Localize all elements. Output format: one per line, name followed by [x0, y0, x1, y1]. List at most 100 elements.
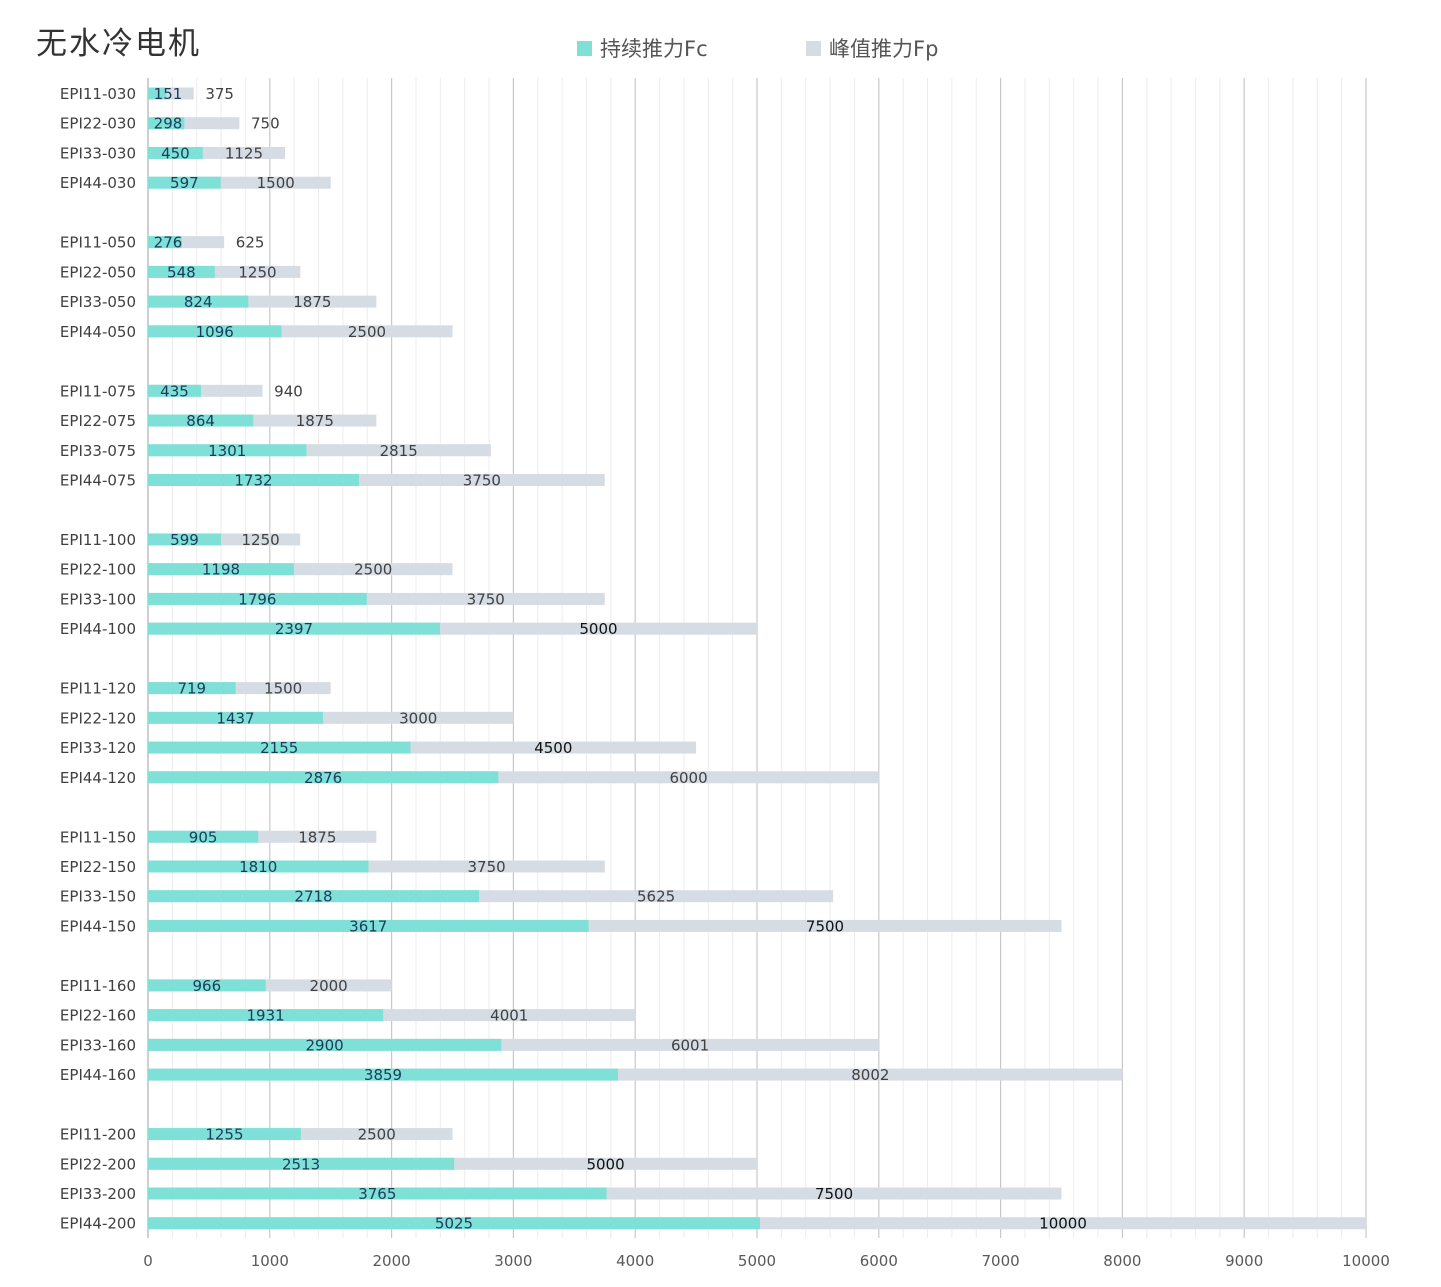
- data-label-continuous: 1810: [239, 858, 277, 876]
- category-label: EPI33-100: [60, 590, 136, 608]
- x-tick-label: 6000: [860, 1252, 898, 1270]
- data-label-continuous: 2718: [294, 888, 332, 906]
- category-label: EPI22-200: [60, 1155, 136, 1173]
- bar-continuous: [148, 682, 236, 695]
- data-label-peak: 2000: [310, 977, 348, 995]
- data-label-continuous: 1301: [208, 442, 246, 460]
- legend-swatch-continuous: [577, 40, 592, 56]
- category-label: EPI44-100: [60, 620, 136, 638]
- data-label-peak: 625: [236, 234, 265, 252]
- data-label-continuous: 1198: [202, 561, 240, 579]
- bar-continuous: [148, 830, 259, 843]
- category-label: EPI33-075: [60, 442, 136, 460]
- data-label-peak: 4001: [490, 1007, 528, 1025]
- data-label-continuous: 2155: [260, 739, 298, 757]
- bar-continuous: [148, 711, 324, 724]
- bar-continuous: [148, 592, 367, 605]
- data-label-continuous: 824: [184, 293, 213, 311]
- data-label-peak: 1875: [296, 412, 334, 430]
- category-label: EPI33-160: [60, 1036, 136, 1054]
- category-label: EPI33-120: [60, 739, 136, 757]
- data-label-peak: 2500: [348, 323, 386, 341]
- data-label-continuous: 1255: [205, 1126, 243, 1144]
- data-label-continuous: 2900: [306, 1036, 344, 1054]
- data-label-peak: 6000: [669, 769, 707, 787]
- x-tick-label: 9000: [1225, 1252, 1263, 1270]
- category-label: EPI44-160: [60, 1066, 136, 1084]
- data-label-continuous: 599: [170, 531, 199, 549]
- bar-continuous: [148, 473, 359, 486]
- x-tick-label: 2000: [373, 1252, 411, 1270]
- x-tick-label: 1000: [251, 1252, 289, 1270]
- bar-continuous: [148, 146, 203, 159]
- data-label-continuous: 2397: [275, 620, 313, 638]
- legend-label-continuous: 持续推力Fc: [600, 37, 708, 61]
- data-label-continuous: 864: [186, 412, 215, 430]
- category-label: EPI44-050: [60, 323, 136, 341]
- category-label: EPI33-030: [60, 144, 136, 162]
- category-label: EPI11-200: [60, 1126, 136, 1144]
- data-label-peak: 1875: [293, 293, 331, 311]
- bar-continuous: [148, 741, 411, 754]
- data-label-continuous: 151: [154, 85, 183, 103]
- bar-continuous: [148, 117, 185, 130]
- bar-continuous: [148, 563, 294, 576]
- data-label-peak: 4500: [534, 739, 572, 757]
- bar-continuous: [148, 87, 167, 100]
- data-label-peak: 8002: [851, 1066, 889, 1084]
- x-tick-label: 5000: [738, 1252, 776, 1270]
- data-label-peak: 7500: [815, 1185, 853, 1203]
- data-label-peak: 3750: [467, 590, 505, 608]
- category-label: EPI44-150: [60, 917, 136, 935]
- category-label: EPI11-150: [60, 828, 136, 846]
- bar-continuous: [148, 444, 307, 457]
- data-label-peak: 375: [205, 85, 234, 103]
- data-label-peak: 1250: [242, 531, 280, 549]
- category-label: EPI11-030: [60, 85, 136, 103]
- data-label-peak: 5000: [586, 1155, 624, 1173]
- category-label: EPI33-200: [60, 1185, 136, 1203]
- data-label-continuous: 276: [154, 234, 183, 252]
- category-label: EPI11-100: [60, 531, 136, 549]
- bar-continuous: [148, 295, 249, 308]
- bar-continuous: [148, 236, 182, 249]
- data-label-peak: 1125: [225, 144, 263, 162]
- data-label-continuous: 2876: [304, 769, 342, 787]
- data-label-peak: 6001: [671, 1036, 709, 1054]
- data-label-continuous: 450: [161, 144, 190, 162]
- category-label: EPI11-075: [60, 382, 136, 400]
- bar-continuous: [148, 533, 221, 546]
- category-label: EPI22-120: [60, 709, 136, 727]
- category-label: EPI44-075: [60, 471, 136, 489]
- data-label-continuous: 966: [193, 977, 222, 995]
- category-label: EPI44-030: [60, 174, 136, 192]
- data-label-peak: 1500: [257, 174, 295, 192]
- legend-label-peak: 峰值推力Fp: [829, 37, 939, 61]
- bar-continuous: [148, 890, 480, 903]
- chart-title: 无水冷电机: [36, 26, 201, 62]
- data-label-peak: 750: [251, 115, 280, 133]
- category-label: EPI44-120: [60, 769, 136, 787]
- data-label-continuous: 298: [154, 115, 183, 133]
- category-label: EPI22-075: [60, 412, 136, 430]
- bar-continuous: [148, 1157, 455, 1170]
- data-label-peak: 3750: [463, 471, 501, 489]
- data-label-continuous: 3859: [364, 1066, 402, 1084]
- data-label-continuous: 905: [189, 828, 218, 846]
- bar-continuous: [148, 325, 282, 338]
- bar-continuous: [148, 1009, 384, 1022]
- data-label-peak: 5000: [579, 620, 617, 638]
- bar-continuous: [148, 1217, 761, 1230]
- bar-continuous: [148, 1187, 607, 1200]
- category-label: EPI33-150: [60, 888, 136, 906]
- category-label: EPI22-050: [60, 263, 136, 281]
- x-tick-label: 0: [143, 1252, 153, 1270]
- legend-swatch-peak: [806, 40, 821, 56]
- bar-continuous: [148, 414, 254, 427]
- category-label: EPI22-160: [60, 1007, 136, 1025]
- category-label: EPI22-150: [60, 858, 136, 876]
- data-label-continuous: 1796: [238, 590, 276, 608]
- legend-item-peak: 峰值推力Fp: [806, 34, 938, 62]
- bar-continuous: [148, 622, 440, 635]
